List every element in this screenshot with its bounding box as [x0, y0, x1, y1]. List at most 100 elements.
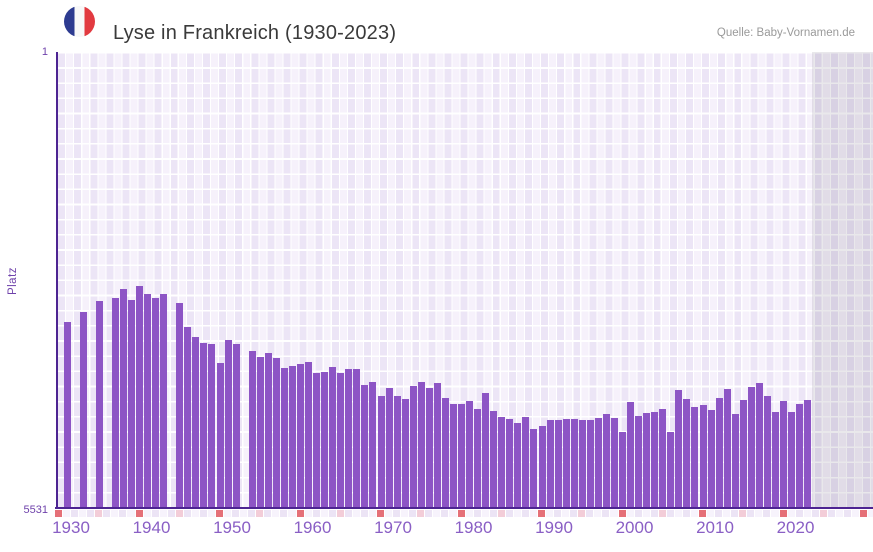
- x-tick-1980: 1980: [454, 518, 493, 537]
- year-marker-1987: [513, 510, 521, 517]
- bar-1941: [144, 293, 152, 507]
- year-marker-2021: [787, 510, 795, 517]
- bar-1946: [184, 326, 192, 507]
- year-marker-1968: [360, 510, 368, 517]
- bar-2018: [763, 396, 771, 507]
- year-marker-1997: [594, 510, 602, 517]
- year-marker-1976: [425, 510, 433, 517]
- year-marker-2026: [827, 510, 835, 517]
- bar-1965: [337, 372, 345, 507]
- bar-1935: [95, 300, 103, 507]
- bar-1977: [433, 383, 441, 507]
- bar-1963: [321, 371, 329, 507]
- year-marker-2029: [851, 510, 860, 517]
- bar-2004: [651, 412, 659, 507]
- year-marker-2000: [618, 510, 626, 517]
- bar-2017: [755, 382, 763, 507]
- year-marker-2024: [811, 510, 819, 517]
- year-marker-2001: [626, 510, 634, 517]
- year-marker-2016: [747, 510, 755, 517]
- bar-1962: [313, 372, 321, 507]
- year-marker-1960: [296, 510, 304, 517]
- bar-1998: [602, 414, 610, 507]
- x-tick-1930: 1930: [52, 518, 90, 537]
- x-tick-1960: 1960: [293, 518, 332, 537]
- bar-1988: [522, 416, 530, 507]
- year-marker-1990: [538, 510, 546, 517]
- bar-2013: [723, 389, 731, 507]
- year-marker-1961: [304, 510, 312, 517]
- year-marker-2007: [674, 510, 682, 517]
- year-marker-1953: [240, 510, 248, 517]
- year-marker-1965: [336, 510, 344, 517]
- year-marker-2017: [755, 510, 763, 517]
- year-marker-1978: [441, 510, 449, 517]
- year-marker-1986: [505, 510, 513, 517]
- bar-1990: [538, 425, 546, 507]
- bar-2020: [780, 401, 787, 507]
- year-marker-2004: [650, 510, 658, 517]
- x-tick-2020: 2020: [776, 518, 815, 537]
- bar-1966: [345, 369, 353, 507]
- year-marker-1950: [216, 510, 224, 517]
- year-marker-1943: [159, 510, 167, 517]
- year-marker-2003: [642, 510, 650, 517]
- year-marker-1973: [401, 510, 409, 517]
- bar-1951: [224, 339, 232, 507]
- bar-2015: [739, 400, 747, 507]
- bar-1952: [232, 344, 240, 507]
- year-marker-1993: [562, 510, 570, 517]
- y-tick-max: 5531: [23, 504, 48, 516]
- bar-1983: [482, 393, 490, 507]
- bar-1950: [216, 363, 224, 507]
- year-marker-2025: [819, 510, 827, 517]
- bar-1969: [369, 382, 377, 507]
- year-marker-1996: [586, 510, 594, 517]
- bar-1986: [506, 418, 514, 507]
- year-marker-1936: [103, 510, 111, 517]
- year-marker-2027: [835, 510, 843, 517]
- bar-1943: [160, 293, 168, 507]
- bar-1960: [297, 364, 304, 507]
- bar-1956: [264, 353, 272, 507]
- bar-1961: [305, 362, 313, 507]
- year-marker-1964: [328, 510, 336, 517]
- year-marker-1989: [529, 510, 538, 517]
- y-tick-min: 1: [41, 46, 48, 58]
- year-marker-1951: [224, 510, 232, 517]
- year-marker-1979: [449, 510, 457, 517]
- bar-1982: [474, 409, 482, 507]
- bar-1987: [514, 422, 522, 507]
- bar-1981: [466, 401, 474, 507]
- bar-1968: [361, 384, 369, 507]
- year-marker-1955: [256, 510, 264, 517]
- year-marker-2006: [666, 510, 674, 517]
- bar-1992: [554, 419, 562, 507]
- year-marker-1944: [167, 510, 175, 517]
- bar-1972: [393, 396, 401, 507]
- x-tick-1970: 1970: [374, 518, 412, 537]
- bar-1973: [401, 398, 409, 507]
- year-marker-1962: [312, 510, 320, 517]
- bar-1939: [127, 300, 135, 507]
- year-marker-1945: [175, 510, 183, 517]
- bar-1959: [288, 365, 296, 507]
- year-marker-1954: [248, 510, 256, 517]
- year-marker-1952: [232, 510, 240, 517]
- x-tick-2010: 2010: [696, 518, 734, 537]
- year-marker-1933: [79, 510, 87, 517]
- bar-1989: [530, 429, 538, 507]
- bar-2011: [707, 409, 715, 507]
- bar-1974: [409, 385, 417, 507]
- year-marker-2019: [771, 510, 779, 517]
- bar-1967: [353, 369, 361, 507]
- bar-1949: [208, 344, 216, 507]
- bar-1978: [441, 397, 449, 507]
- bar-1997: [594, 417, 602, 507]
- year-marker-2015: [739, 510, 747, 517]
- year-marker-1949: [207, 510, 216, 517]
- year-marker-2013: [723, 510, 731, 517]
- year-marker-1942: [151, 510, 159, 517]
- bar-2006: [667, 432, 675, 507]
- year-marker-1937: [111, 510, 119, 517]
